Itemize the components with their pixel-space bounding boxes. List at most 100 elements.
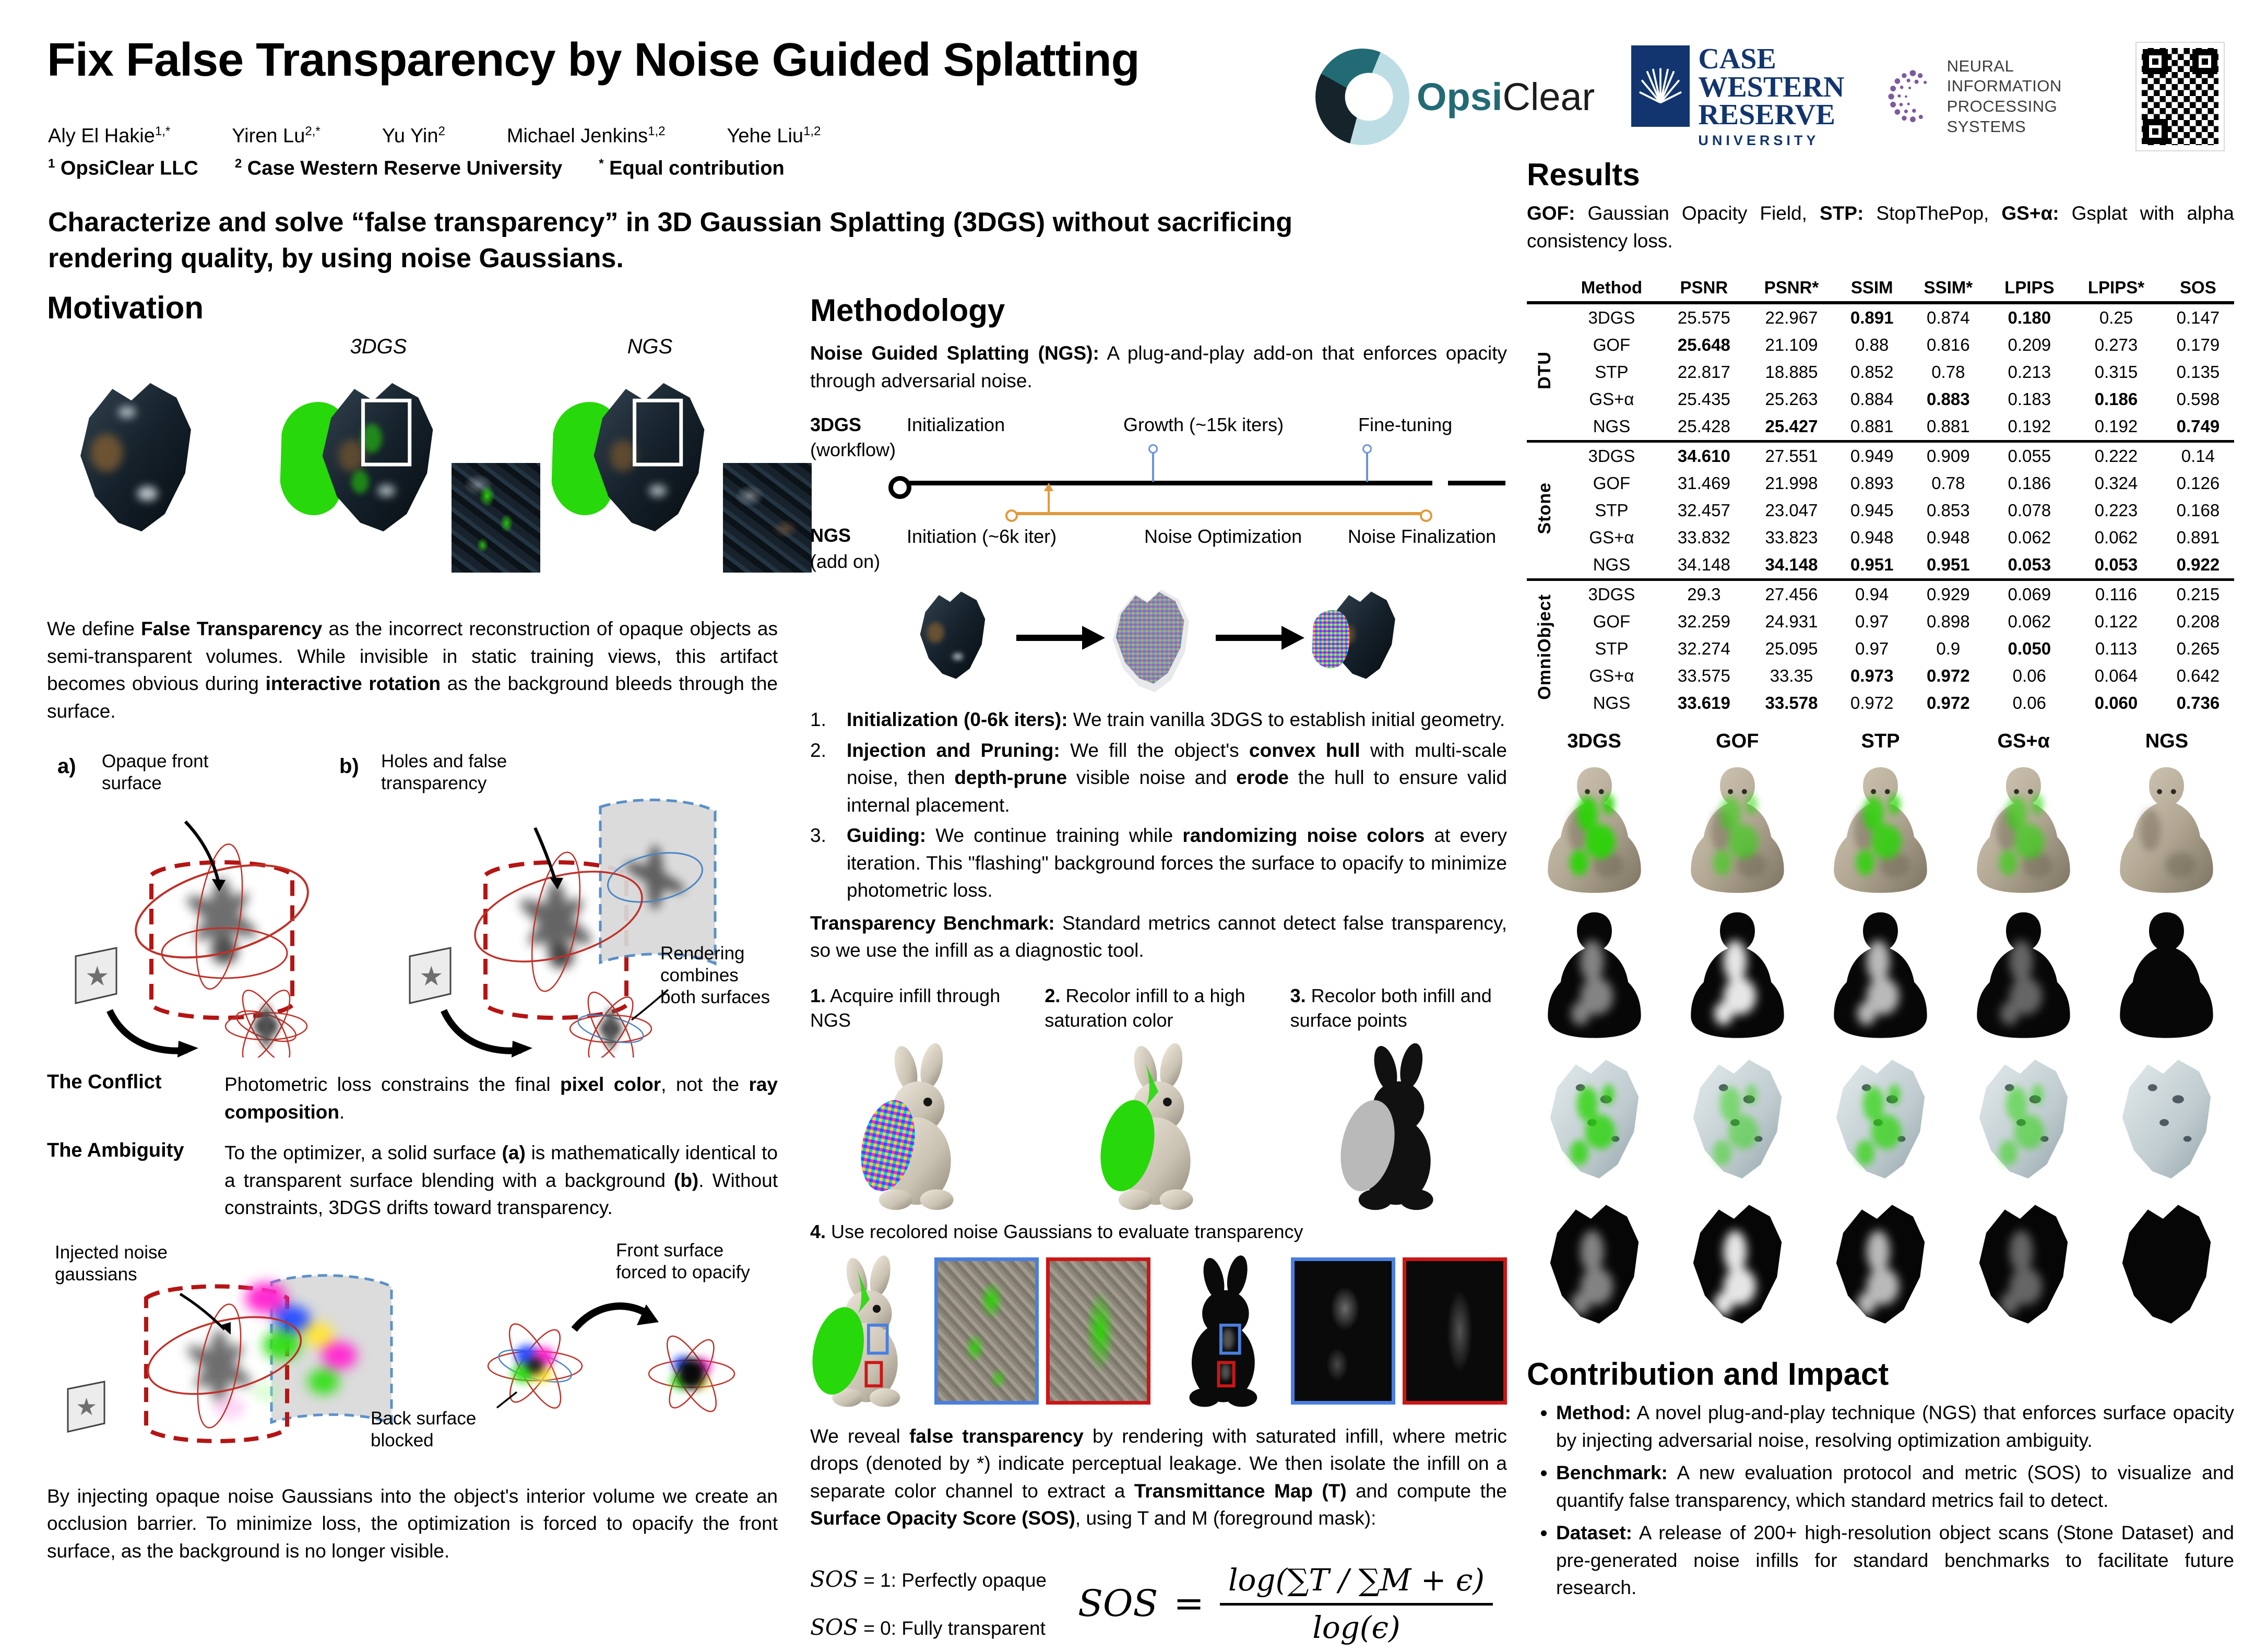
svg-text:★: ★ bbox=[85, 961, 110, 992]
method-cell: 3DGS bbox=[1588, 308, 1635, 328]
figure-label-ngs: NGS bbox=[627, 335, 673, 358]
conflict-term: The Conflict bbox=[47, 1071, 162, 1094]
method-cell: GOF bbox=[1593, 335, 1631, 355]
opsiclear-logo: OpsiClear bbox=[1315, 48, 1595, 145]
ambiguity-diagram-graphic: ★ bbox=[75, 799, 717, 1066]
qual-mask-rock-3DGS bbox=[1527, 1193, 1661, 1335]
eval-inset-blue bbox=[934, 1257, 1039, 1405]
method-cell: NGS bbox=[1593, 417, 1631, 436]
contribution-heading: Contribution and Impact bbox=[1527, 1357, 1889, 1392]
noise-injection-graphic: ★ bbox=[67, 1274, 735, 1443]
qual-render-rock-NGS bbox=[2099, 1048, 2234, 1190]
arrow-right-icon bbox=[1216, 626, 1305, 650]
timeline-3dgs-track bbox=[900, 481, 1432, 486]
qual-mask-rock-NGS bbox=[2099, 1193, 2234, 1335]
contribution-list: Method: A novel plug-and-play technique … bbox=[1527, 1399, 2234, 1602]
stage-finetuning: Fine-tuning bbox=[1358, 414, 1453, 436]
motivation-intro: We define False Transparency as the inco… bbox=[47, 618, 778, 722]
inset-zoom-3dgs bbox=[449, 460, 543, 575]
timeline-ngs-track bbox=[1011, 512, 1423, 516]
contribution-dataset: Dataset: A release of 200+ high-resoluti… bbox=[1556, 1519, 2234, 1602]
step-1: 1. Initialization (0-6k iters): We train … bbox=[810, 709, 1505, 731]
noise-pipeline-figure bbox=[810, 583, 1507, 693]
rock-ngs-image bbox=[551, 383, 705, 532]
methodology-section: Methodology Noise Guided Splatting (NGS)… bbox=[810, 292, 1508, 1652]
inset-zoom-ngs bbox=[720, 460, 814, 575]
stage-growth: Growth (~15k iters) bbox=[1123, 414, 1284, 436]
qual-column-header: 3DGS bbox=[1567, 730, 1621, 753]
qual-render-buddha-STP bbox=[1813, 758, 1948, 900]
timeline-start-node bbox=[888, 476, 911, 500]
results-section: Results GOF: Gaussian Opacity Field, STP… bbox=[1527, 157, 2234, 1607]
affiliation: 1 OpsiClear LLC bbox=[48, 157, 198, 180]
affiliations-row: 1 OpsiClear LLC 2 Case Western Reserve U… bbox=[48, 157, 785, 180]
qual-render-rock-STP bbox=[1813, 1048, 1948, 1190]
qual-render-buddha-GS+α bbox=[1956, 758, 2091, 900]
eval-bunny-green bbox=[812, 1253, 900, 1407]
contribution-benchmark: Benchmark: A new evaluation protocol and… bbox=[1556, 1459, 2234, 1514]
motivation-figure: 3DGS NGS bbox=[47, 335, 814, 596]
motivation-heading: Motivation bbox=[47, 290, 204, 325]
method-cell: GOF bbox=[1593, 473, 1631, 493]
sos-legend: SOS = 1: Perfectly opaque SOS = 0: Fully… bbox=[810, 1566, 1047, 1641]
stage-noise-final: Noise Finalization bbox=[1348, 526, 1497, 548]
method-cell: STP bbox=[1595, 362, 1629, 382]
ambiguity-text: To the optimizer, a solid surface (a) is… bbox=[224, 1142, 778, 1219]
method-cell: NGS bbox=[1593, 693, 1631, 713]
ambiguity-term: The Ambiguity bbox=[47, 1139, 184, 1162]
benchmark-intro: Transparency Benchmark: Standard metrics… bbox=[810, 912, 1507, 961]
bunny-green-image bbox=[1045, 1040, 1272, 1213]
bunny-noise-image bbox=[810, 1040, 1027, 1213]
sos-block: SOS = 1: Perfectly opaque SOS = 0: Fully… bbox=[810, 1555, 1507, 1652]
methodology-intro: Noise Guided Splatting (NGS): A plug-and… bbox=[810, 342, 1507, 391]
qual-column-header: GOF bbox=[1716, 730, 1759, 753]
noise-injection-diagram: ★ bbox=[47, 1235, 778, 1465]
panel-a-label: Opaque front surface bbox=[102, 751, 209, 794]
method-cell: GS+α bbox=[1589, 666, 1634, 686]
growth-tick bbox=[1148, 444, 1158, 482]
qual-mask-rock-GS+α bbox=[1956, 1193, 2091, 1335]
injected-noise-label: Injected noise gaussians bbox=[55, 1242, 168, 1285]
qual-mask-buddha-3DGS bbox=[1527, 903, 1661, 1045]
qr-code bbox=[2135, 42, 2225, 151]
poster: Fix False Transparency by Noise Guided S… bbox=[0, 0, 2255, 1503]
method-cell: GS+α bbox=[1589, 389, 1634, 409]
workflow-timeline: 3DGS (workflow) Initialization Growth (~… bbox=[810, 414, 1507, 572]
methodology-heading: Methodology bbox=[810, 293, 1005, 328]
results-heading: Results bbox=[1527, 157, 1640, 192]
ngs-end-node bbox=[1420, 509, 1432, 522]
figure-label-3dgs: 3DGS bbox=[350, 335, 407, 358]
render-combines-label: Rendering combines both surfaces bbox=[660, 943, 770, 1008]
motivation-outro: By injecting opaque noise Gaussians into… bbox=[47, 1485, 778, 1562]
rock-reference-image bbox=[80, 383, 191, 532]
timeline-ngs-name: NGS bbox=[810, 525, 851, 546]
protocol-caption-4: 4. Use recolored noise Gaussians to eval… bbox=[810, 1220, 1303, 1242]
ngs-injection-arrow bbox=[1044, 483, 1053, 514]
panel-b-tag: b) bbox=[339, 755, 359, 778]
qual-column-header: NGS bbox=[2145, 730, 2189, 753]
qual-column-header: GS+α bbox=[1997, 730, 2050, 753]
timeline-3dgs-sub: (workflow) bbox=[810, 439, 896, 461]
qual-mask-buddha-NGS bbox=[2099, 903, 2234, 1045]
pipeline-rock-original bbox=[920, 591, 986, 679]
protocol-caption-3: 3. Recolor both infill and surface point… bbox=[1290, 984, 1492, 1031]
qual-render-rock-GS+α bbox=[1956, 1048, 2091, 1190]
author: Yehe Liu1,2 bbox=[727, 124, 821, 147]
eval-inset-red bbox=[1046, 1257, 1150, 1405]
opsiclear-eye-icon bbox=[1315, 48, 1409, 145]
eval-mask-inset-red bbox=[1403, 1257, 1508, 1405]
ambiguity-diagram: ★ bbox=[47, 744, 778, 1066]
bunny-mask-image bbox=[1290, 1040, 1507, 1213]
contribution-section: Contribution and Impact Method: A novel … bbox=[1527, 1356, 2234, 1602]
stage-initialization: Initialization bbox=[907, 414, 1005, 436]
cwru-sunburst-icon bbox=[1631, 45, 1690, 127]
back-surface-label: Back surface blocked bbox=[371, 1408, 477, 1451]
qual-render-rock-3DGS bbox=[1527, 1048, 1661, 1190]
results-note: GOF: Gaussian Opacity Field, STP: StopTh… bbox=[1527, 203, 2234, 252]
panel-b-label: Holes and false transparency bbox=[381, 751, 507, 794]
pipeline-rock-noisy bbox=[1112, 589, 1190, 693]
protocol-figure: 1. Acquire infill through NGS 2. Recolor… bbox=[810, 984, 1507, 1213]
ngs-start-node bbox=[1005, 509, 1018, 522]
panel-a-tag: a) bbox=[57, 755, 76, 778]
evaluation-figure bbox=[810, 1253, 1508, 1409]
